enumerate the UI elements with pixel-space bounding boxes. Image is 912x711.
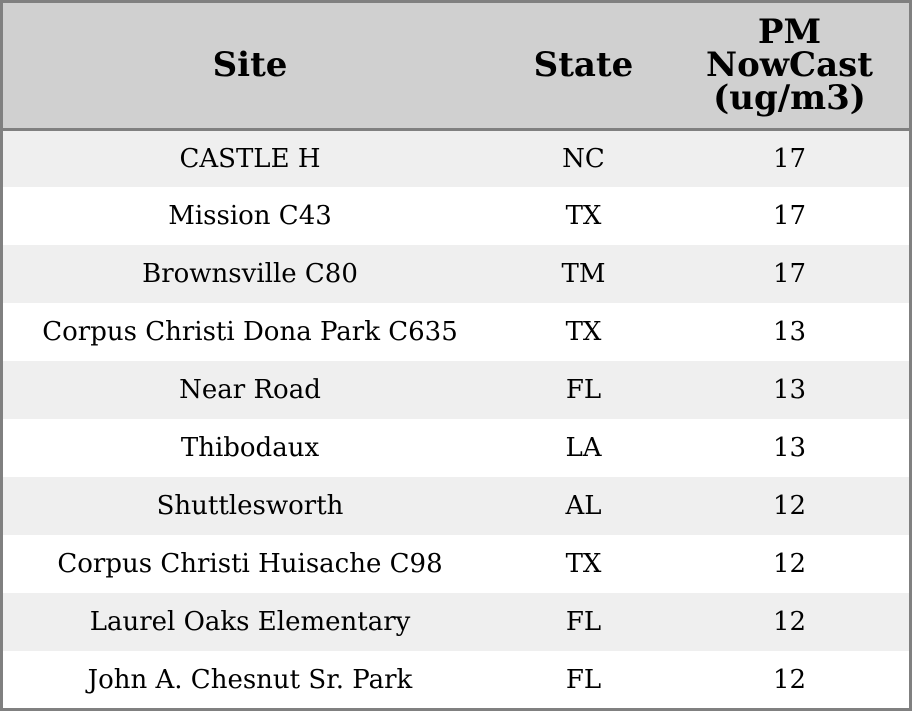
cell-site: Corpus Christi Huisache C98	[57, 549, 443, 579]
cell-state: LA	[565, 433, 602, 463]
table-row: Shuttlesworth AL 12	[3, 477, 909, 535]
cell-pm-nowcast: 13	[772, 317, 807, 347]
table-row: Corpus Christi Dona Park C635 TX 13	[3, 303, 909, 361]
table-row: Mission C43 TX 17	[3, 187, 909, 245]
cell-site: Brownsville C80	[142, 259, 358, 289]
table-row: Laurel Oaks Elementary FL 12	[3, 593, 909, 651]
cell-site: Laurel Oaks Elementary	[89, 607, 411, 637]
cell-pm-nowcast: 12	[772, 491, 807, 521]
cell-state: FL	[565, 607, 602, 637]
header-site: Site	[3, 3, 497, 131]
table-row: CASTLE H NC 17	[3, 129, 909, 187]
cell-site: Corpus Christi Dona Park C635	[42, 317, 458, 347]
cell-site: Near Road	[179, 375, 321, 405]
table-row: Thibodaux LA 13	[3, 419, 909, 477]
pm-nowcast-table: Site State PM NowCast (ug/m3) CASTLE H NC…	[3, 3, 909, 708]
header-state: State	[497, 3, 670, 131]
cell-state: TM	[561, 259, 606, 289]
cell-pm-nowcast: 13	[772, 433, 807, 463]
cell-pm-nowcast: 12	[772, 665, 807, 695]
header-row: Site State PM NowCast (ug/m3)	[3, 3, 909, 131]
cell-pm-nowcast: 17	[772, 143, 807, 174]
cell-site: John A. Chesnut Sr. Park	[87, 665, 413, 695]
cell-state: TX	[565, 317, 602, 347]
header-site-line: Site	[212, 44, 288, 85]
cell-pm-nowcast: 13	[772, 375, 807, 405]
header-pm-line-3: (ug/m3)	[713, 77, 866, 118]
cell-pm-nowcast: 17	[772, 259, 807, 289]
cell-state: FL	[565, 375, 602, 405]
cell-state: TX	[565, 201, 602, 231]
cell-site: Shuttlesworth	[156, 491, 344, 521]
table-row: Corpus Christi Huisache C98 TX 12	[3, 535, 909, 593]
cell-site: Thibodaux	[180, 433, 320, 463]
cell-state: FL	[565, 665, 602, 695]
cell-pm-nowcast: 12	[772, 549, 807, 579]
cell-site: Mission C43	[168, 201, 332, 231]
cell-site: CASTLE H	[179, 143, 321, 174]
header-state-line: State	[533, 44, 634, 85]
table-row: Near Road FL 13	[3, 361, 909, 419]
table-row: John A. Chesnut Sr. Park FL 12	[3, 651, 909, 708]
cell-pm-nowcast: 17	[772, 201, 807, 231]
cell-pm-nowcast: 12	[772, 607, 807, 637]
header-pm-line-1: PM	[757, 11, 822, 52]
cell-state: NC	[562, 143, 605, 174]
table-body: CASTLE H NC 17 Mission C43 TX 17 Brownsville C…	[3, 129, 909, 708]
cell-state: AL	[565, 491, 602, 521]
header-pm-line-2: NowCast	[706, 44, 873, 85]
header-pm-nowcast: PM NowCast (ug/m3)	[670, 3, 909, 131]
table-row: Brownsville C80 TM 17	[3, 245, 909, 303]
cell-state: TX	[565, 549, 602, 579]
